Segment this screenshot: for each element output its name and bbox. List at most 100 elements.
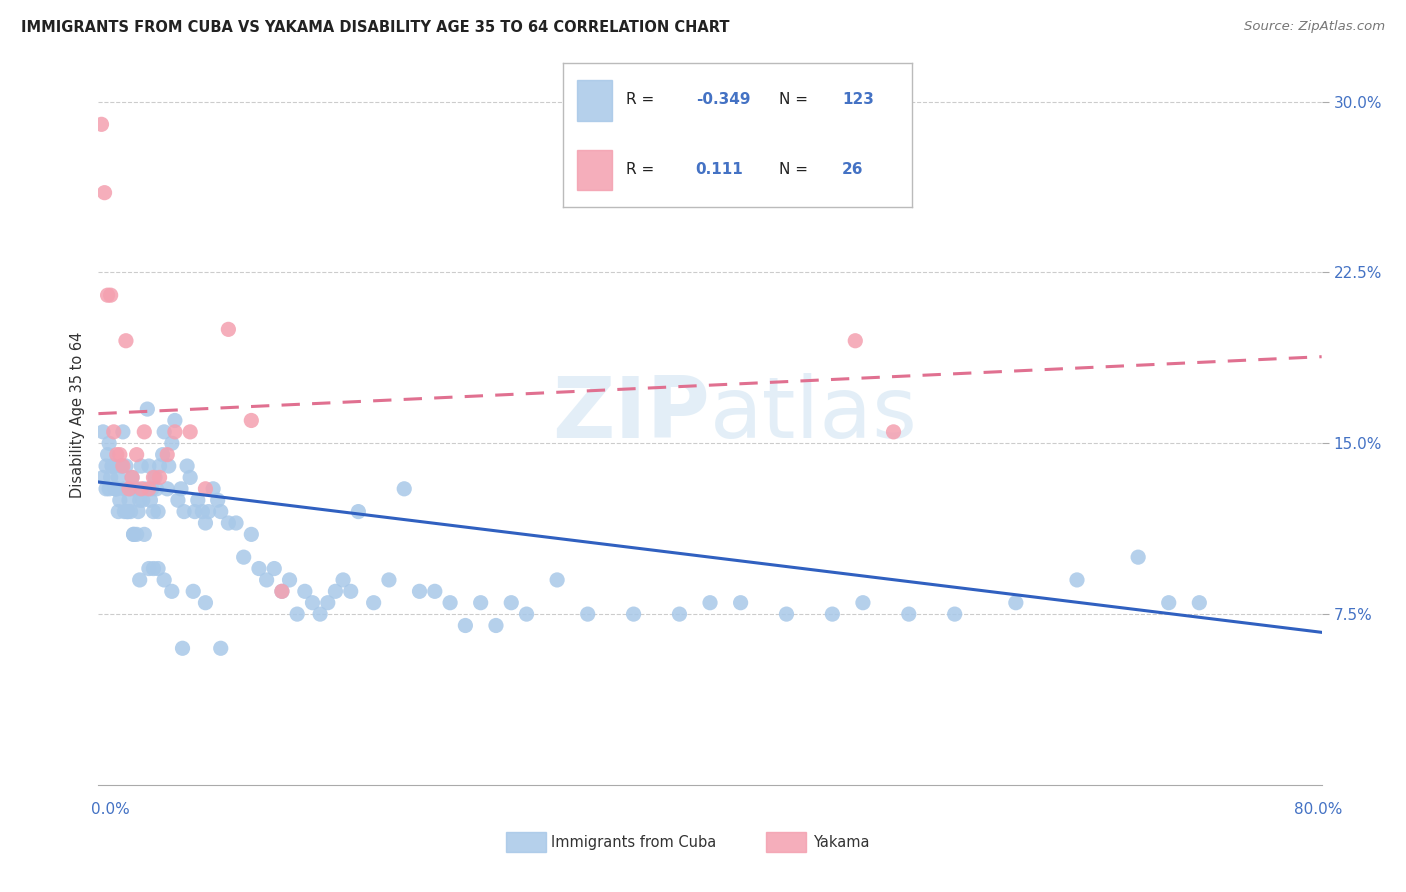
- Point: [93, 186, 115, 200]
- Point: [141, 482, 163, 496]
- Point: [103, 458, 125, 473]
- Point: [121, 470, 143, 484]
- Point: [270, 584, 292, 599]
- Point: [129, 458, 152, 473]
- Text: Immigrants from Cuba: Immigrants from Cuba: [551, 835, 717, 849]
- Point: [160, 584, 183, 599]
- Point: [146, 561, 169, 575]
- Point: [152, 448, 174, 462]
- Point: [160, 436, 183, 450]
- Point: [209, 641, 232, 656]
- Point: [120, 482, 142, 496]
- Point: [91, 425, 114, 439]
- Point: [294, 584, 316, 599]
- Point: [128, 493, 150, 508]
- Point: [163, 413, 186, 427]
- Point: [623, 607, 645, 621]
- Point: [111, 458, 134, 473]
- Point: [94, 458, 117, 473]
- Point: [170, 482, 193, 496]
- Point: [101, 458, 124, 473]
- Point: [325, 584, 347, 599]
- Point: [118, 482, 141, 496]
- Point: [501, 596, 523, 610]
- Point: [225, 516, 247, 530]
- Point: [132, 493, 155, 508]
- Point: [91, 470, 114, 484]
- Point: [485, 618, 508, 632]
- Point: [115, 458, 138, 473]
- Point: [125, 527, 148, 541]
- Point: [217, 516, 239, 530]
- Point: [112, 482, 135, 496]
- Point: [197, 505, 219, 519]
- Y-axis label: Disability Age 35 to 64: Disability Age 35 to 64: [69, 332, 84, 498]
- Point: [844, 334, 866, 348]
- Point: [115, 334, 138, 348]
- Point: [423, 584, 446, 599]
- Point: [172, 641, 194, 656]
- Point: [117, 505, 139, 519]
- Point: [576, 607, 599, 621]
- Point: [101, 458, 124, 473]
- Point: [97, 288, 120, 302]
- Point: [1128, 550, 1150, 565]
- Point: [454, 618, 477, 632]
- Point: [256, 573, 278, 587]
- Point: [156, 448, 179, 462]
- Point: [516, 607, 538, 621]
- Point: [122, 527, 145, 541]
- Point: [134, 425, 156, 439]
- Point: [187, 493, 209, 508]
- Text: Yakama: Yakama: [813, 835, 869, 849]
- Text: Source: ZipAtlas.com: Source: ZipAtlas.com: [1244, 20, 1385, 33]
- Point: [111, 425, 134, 439]
- Point: [142, 505, 165, 519]
- Point: [363, 596, 385, 610]
- Point: [883, 425, 905, 439]
- Point: [142, 561, 165, 575]
- Point: [98, 482, 121, 496]
- Text: atlas: atlas: [710, 373, 918, 457]
- Point: [121, 470, 143, 484]
- Point: [107, 470, 129, 484]
- Point: [167, 493, 190, 508]
- Point: [943, 607, 966, 621]
- Point: [240, 527, 263, 541]
- Point: [128, 573, 150, 587]
- Point: [240, 413, 263, 427]
- Point: [110, 458, 132, 473]
- Point: [134, 482, 156, 496]
- Point: [378, 573, 401, 587]
- Point: [181, 584, 204, 599]
- Point: [232, 550, 254, 565]
- Point: [668, 607, 690, 621]
- Point: [1188, 596, 1211, 610]
- Point: [179, 425, 201, 439]
- Point: [191, 505, 214, 519]
- Point: [100, 288, 122, 302]
- Point: [110, 458, 132, 473]
- Text: 80.0%: 80.0%: [1295, 802, 1343, 816]
- Point: [145, 482, 167, 496]
- Point: [775, 607, 797, 621]
- Point: [118, 493, 141, 508]
- Point: [852, 596, 875, 610]
- Point: [173, 505, 195, 519]
- Point: [194, 482, 217, 496]
- Point: [105, 482, 128, 496]
- Point: [408, 584, 430, 599]
- Point: [107, 505, 129, 519]
- Text: ZIP: ZIP: [553, 373, 710, 457]
- Point: [146, 505, 169, 519]
- Point: [98, 436, 121, 450]
- Point: [1004, 596, 1026, 610]
- Point: [127, 505, 149, 519]
- Point: [470, 596, 492, 610]
- Point: [247, 561, 270, 575]
- Point: [332, 573, 354, 587]
- Point: [153, 425, 176, 439]
- Point: [97, 448, 120, 462]
- Point: [112, 505, 135, 519]
- Point: [129, 482, 152, 496]
